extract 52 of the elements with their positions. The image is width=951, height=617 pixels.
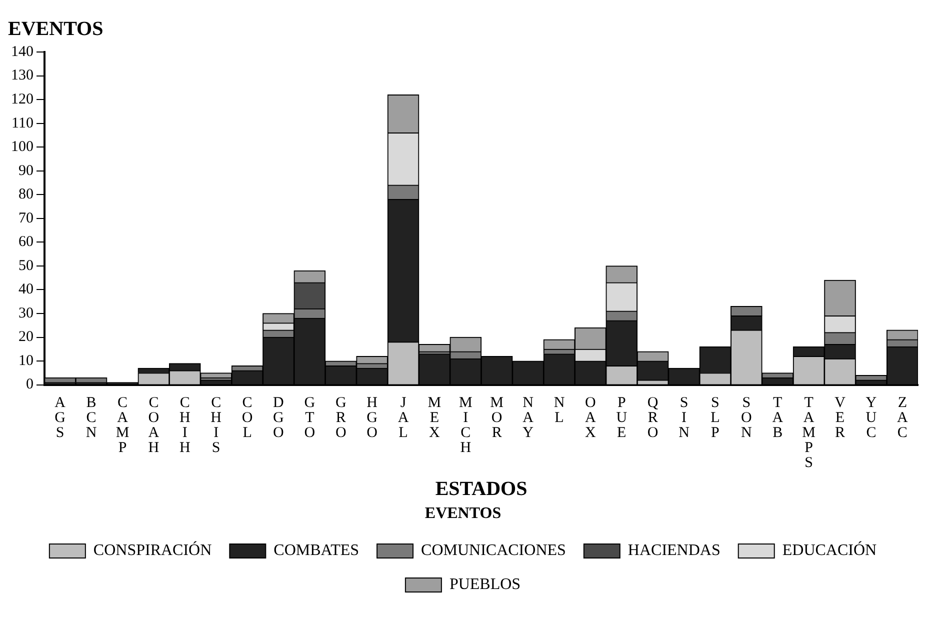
x-tick-label: AGS [54, 395, 66, 442]
y-tick-label: 30 [18, 305, 34, 322]
y-tick-label: 50 [18, 258, 34, 274]
y-tick-label: 10 [18, 352, 34, 369]
y-tick-label: 120 [11, 91, 34, 108]
y-tick-label: 140 [11, 44, 34, 60]
x-tick-label: BCN [86, 395, 97, 442]
y-tick-label: 100 [11, 139, 34, 156]
x-tick-label: SLP [710, 395, 720, 442]
x-tick-label: VER [834, 395, 846, 442]
chart-title: EVENTOS [8, 18, 104, 40]
y-tick-label: 80 [18, 186, 34, 203]
x-tick-label: YUC [866, 395, 877, 442]
x-tick-label: COAH [148, 395, 160, 456]
x-tick-label: PUE [616, 395, 628, 442]
x-tick-label: CHIS [210, 395, 222, 456]
legend-label: PUEBLOS [449, 576, 521, 594]
x-tick-label: OAX [585, 395, 596, 442]
legend-label: COMBATES [274, 542, 360, 560]
x-tick-label: TAMPS [802, 395, 816, 472]
y-tick-label: 110 [12, 115, 34, 132]
x-tick-label: NAY [522, 395, 534, 442]
x-tick-label: ZAC [896, 395, 908, 442]
y-tick-label: 90 [18, 162, 34, 179]
legend-label: CONSPIRACIÓN [93, 541, 212, 560]
y-tick-label: 20 [18, 329, 34, 346]
y-tick-label: 70 [18, 210, 34, 226]
x-tick-label: HGO [366, 395, 378, 442]
legend-label: HACIENDAS [628, 542, 720, 560]
y-tick-label: 0 [26, 376, 34, 393]
x-axis-title: ESTADOS [435, 478, 528, 500]
y-tick-label: 40 [18, 282, 34, 298]
x-tick-label: CHIH [179, 395, 190, 456]
x-tick-label: JAL [398, 395, 409, 442]
x-tick-label: MEX [428, 395, 442, 442]
x-tick-label: CAMP [116, 395, 130, 456]
x-tick-label: COL [242, 395, 253, 442]
legend-label: COMUNICACIONES [421, 542, 566, 560]
x-tick-label: MICH [458, 395, 472, 456]
legend-label: EDUCACIÓN [782, 541, 878, 560]
legend-title: EVENTOS [424, 504, 502, 522]
x-tick-label: TAB [772, 395, 784, 442]
x-tick-label: QRO [647, 395, 658, 442]
x-tick-label: SON [741, 395, 752, 442]
x-tick-label: MOR [490, 395, 504, 442]
x-tick-label: GTO [304, 395, 316, 442]
x-tick-label: DGO [273, 395, 284, 442]
y-tick-label: 60 [18, 234, 34, 250]
x-tick-label: SIN [678, 395, 690, 442]
x-tick-label: NL [554, 395, 565, 426]
x-tick-label: GRO [335, 395, 346, 442]
y-tick-label: 130 [11, 68, 34, 84]
